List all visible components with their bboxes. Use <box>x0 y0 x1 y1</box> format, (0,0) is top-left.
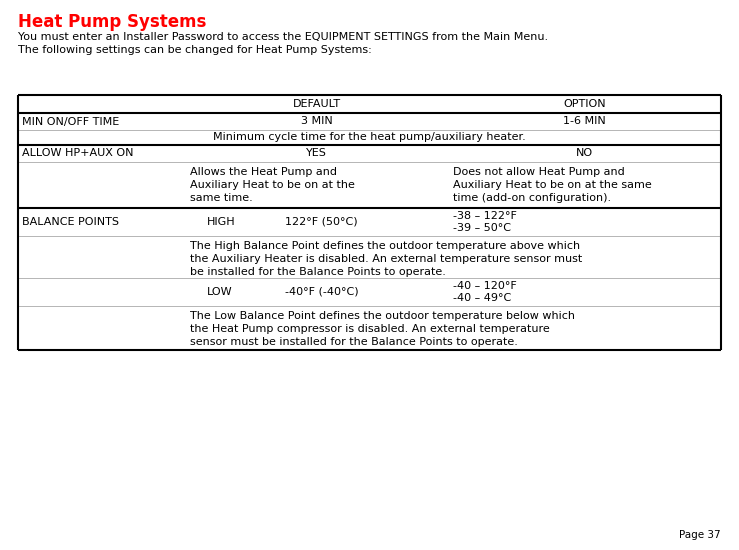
Text: The following settings can be changed for Heat Pump Systems:: The following settings can be changed fo… <box>18 45 372 55</box>
Text: 1-6 MIN: 1-6 MIN <box>563 117 606 126</box>
Text: DEFAULT: DEFAULT <box>293 99 341 109</box>
Text: NO: NO <box>576 148 593 158</box>
Text: OPTION: OPTION <box>563 99 606 109</box>
Text: Allows the Heat Pump and
Auxiliary Heat to be on at the
same time.: Allows the Heat Pump and Auxiliary Heat … <box>190 167 355 202</box>
Text: 3 MIN: 3 MIN <box>301 117 333 126</box>
Text: -40°F (-40°C): -40°F (-40°C) <box>285 287 358 297</box>
Text: MIN ON/OFF TIME: MIN ON/OFF TIME <box>22 117 119 126</box>
Text: You must enter an Installer Password to access the EQUIPMENT SETTINGS from the M: You must enter an Installer Password to … <box>18 32 548 42</box>
Text: 122°F (50°C): 122°F (50°C) <box>285 217 358 227</box>
Text: HIGH: HIGH <box>207 217 236 227</box>
Text: YES: YES <box>306 148 327 158</box>
Text: -40 – 120°F: -40 – 120°F <box>453 281 517 291</box>
Text: -39 – 50°C: -39 – 50°C <box>453 223 511 233</box>
Text: Heat Pump Systems: Heat Pump Systems <box>18 13 206 31</box>
Text: Does not allow Heat Pump and
Auxiliary Heat to be on at the same
time (add-on co: Does not allow Heat Pump and Auxiliary H… <box>453 167 652 202</box>
Text: The High Balance Point defines the outdoor temperature above which
the Auxiliary: The High Balance Point defines the outdo… <box>190 241 582 277</box>
Text: BALANCE POINTS: BALANCE POINTS <box>22 217 119 227</box>
Text: -40 – 49°C: -40 – 49°C <box>453 293 511 303</box>
Text: Page 37: Page 37 <box>679 530 721 540</box>
Text: The Low Balance Point defines the outdoor temperature below which
the Heat Pump : The Low Balance Point defines the outdoo… <box>190 311 575 346</box>
Text: ALLOW HP+AUX ON: ALLOW HP+AUX ON <box>22 148 134 158</box>
Text: LOW: LOW <box>207 287 233 297</box>
Text: Minimum cycle time for the heat pump/auxiliary heater.: Minimum cycle time for the heat pump/aux… <box>213 133 526 142</box>
Text: -38 – 122°F: -38 – 122°F <box>453 211 517 221</box>
